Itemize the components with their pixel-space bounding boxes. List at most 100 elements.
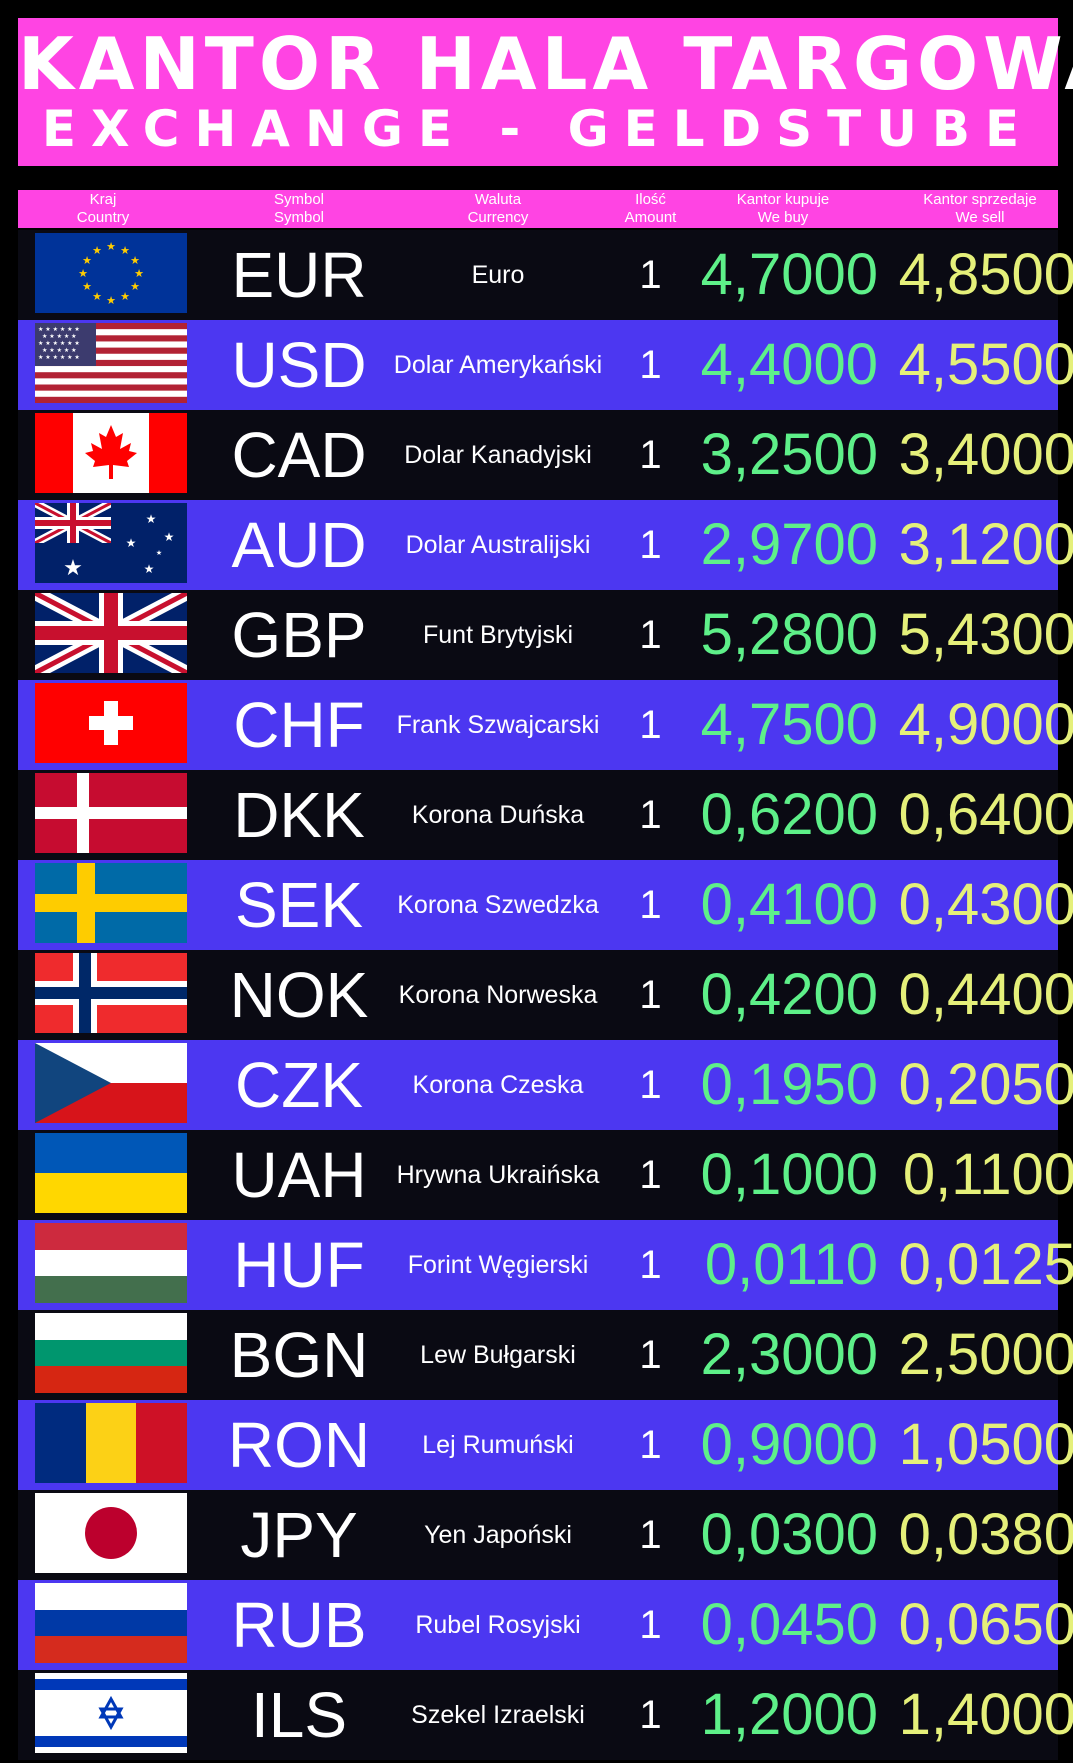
currency-amount: 1: [639, 433, 662, 477]
bg-flag-icon: [35, 1313, 187, 1393]
currency-amount: 1: [639, 613, 662, 657]
currency-amount: 1: [639, 343, 662, 387]
ca-flag-icon: [35, 413, 187, 493]
col-country: Kraj Country: [18, 191, 188, 227]
col-buy-pl: Kantor kupuje: [736, 191, 830, 208]
currency-symbol: SEK: [234, 869, 364, 941]
table-header: Kraj Country Symbol Symbol Waluta Curren…: [18, 190, 1058, 228]
currency-name: Forint Węgierski: [407, 1251, 589, 1279]
currency-symbol: NOK: [229, 959, 369, 1031]
currency-name: Dolar Amerykański: [393, 351, 603, 379]
page-title: KANTOR HALA TARGOWA: [18, 22, 1073, 106]
table-row: ILS Szekel Izraelski 1 1,2000 1,4000: [18, 1670, 1073, 1760]
buy-rate: 0,0450: [700, 1592, 878, 1657]
currency-name: Euro: [471, 261, 525, 289]
currency-symbol: BGN: [229, 1319, 369, 1391]
currency-name: Dolar Australijski: [405, 531, 591, 559]
eu-flag-icon: ★ ★ ★ ★ ★ ★ ★ ★ ★ ★ ★ ★: [35, 233, 187, 313]
rates-table: ★ ★ ★ ★ ★ ★ ★ ★ ★ ★ ★ ★ EUR Euro 1 4,7000 4,8500: [18, 230, 1073, 1760]
currency-amount: 1: [639, 1153, 662, 1197]
table-row: NOK Korona Norweska 1 0,4200 0,4400: [18, 950, 1073, 1040]
sell-rate: 4,5500: [898, 332, 1073, 397]
col-amount-pl: Ilość: [635, 191, 666, 208]
dk-flag-icon: [35, 773, 187, 853]
sell-rate: 3,1200: [898, 512, 1073, 577]
buy-rate: 3,2500: [700, 422, 878, 487]
currency-symbol: CZK: [235, 1049, 363, 1121]
currency-symbol: USD: [231, 329, 367, 401]
se-flag-icon: [35, 863, 187, 943]
currency-name: Yen Japoński: [424, 1521, 572, 1549]
table-row: GBP Funt Brytyjski 1 5,2800 5,4300: [18, 590, 1073, 680]
table-row: CHF Frank Szwajcarski 1 4,7500 4,9000: [18, 680, 1073, 770]
currency-amount: 1: [639, 253, 662, 297]
currency-amount: 1: [639, 1603, 662, 1647]
table-row: HUF Forint Węgierski 1 0,0110 0,0125: [18, 1220, 1073, 1310]
currency-amount: 1: [639, 523, 662, 567]
buy-rate: 1,2000: [700, 1682, 878, 1747]
currency-symbol: EUR: [231, 239, 367, 311]
col-sell-en: We sell: [955, 209, 1005, 226]
currency-amount: 1: [639, 1423, 662, 1467]
sell-rate: 0,6400: [898, 782, 1073, 847]
buy-rate: 5,2800: [700, 602, 878, 667]
svg-text:★: ★: [164, 530, 175, 544]
table-row: ★ ★ ★ ★ ★ ★ AUD Dolar Australijski 1 2,9…: [18, 500, 1073, 590]
svg-text:★ ★ ★ ★ ★ ★: ★ ★ ★ ★ ★ ★: [38, 354, 80, 361]
ch-flag-icon: [35, 683, 187, 763]
currency-symbol: AUD: [231, 509, 367, 581]
currency-amount: 1: [639, 1243, 662, 1287]
col-amount-en: Amount: [624, 209, 677, 226]
sell-rate: 1,4000: [898, 1682, 1073, 1747]
svg-text:★: ★: [144, 562, 155, 576]
cz-flag-icon: [35, 1043, 187, 1123]
buy-rate: 4,7000: [700, 242, 878, 307]
currency-name: Korona Norweska: [398, 981, 598, 1009]
sell-rate: 0,0380: [898, 1502, 1073, 1567]
us-flag-icon: ★ ★ ★ ★ ★ ★ ★ ★ ★ ★ ★ ★ ★ ★ ★ ★ ★ ★ ★ ★ ★ …: [35, 323, 187, 403]
currency-name: Hrywna Ukraińska: [396, 1161, 600, 1189]
sell-rate: 2,5000: [898, 1322, 1073, 1387]
currency-symbol: ILS: [250, 1679, 348, 1751]
svg-text:★: ★: [126, 536, 137, 550]
ua-flag-icon: [35, 1133, 187, 1213]
il-flag-icon: [35, 1673, 187, 1753]
buy-rate: 4,7500: [700, 692, 878, 757]
col-buy-en: We buy: [757, 209, 809, 226]
table-row: ★ ★ ★ ★ ★ ★ ★ ★ ★ ★ ★ ★ ★ ★ ★ ★ ★ ★ ★ ★ ★ …: [18, 320, 1073, 410]
svg-text:★: ★: [92, 244, 102, 257]
table-row: UAH Hrywna Ukraińska 1 0,1000 0,1100: [18, 1130, 1073, 1220]
svg-text:★ ★ ★ ★ ★: ★ ★ ★ ★ ★: [42, 347, 77, 354]
currency-name: Frank Szwajcarski: [396, 711, 600, 739]
ru-flag-icon: [35, 1583, 187, 1663]
sell-rate: 4,8500: [898, 242, 1073, 307]
buy-rate: 0,4200: [700, 962, 878, 1027]
svg-text:★: ★: [63, 556, 83, 581]
table-row: SEK Korona Szwedzka 1 0,4100 0,4300: [18, 860, 1073, 950]
currency-symbol: DKK: [233, 779, 365, 851]
buy-rate: 0,0300: [700, 1502, 878, 1567]
currency-symbol: UAH: [231, 1139, 367, 1211]
hu-flag-icon: [35, 1223, 187, 1303]
jp-flag-icon: [35, 1493, 187, 1573]
currency-amount: 1: [639, 1063, 662, 1107]
buy-rate: 4,4000: [700, 332, 878, 397]
buy-rate: 0,1000: [700, 1142, 878, 1207]
currency-name: Szekel Izraelski: [411, 1701, 585, 1729]
sell-rate: 0,4400: [898, 962, 1073, 1027]
sell-rate: 4,9000: [898, 692, 1073, 757]
buy-rate: 2,9700: [700, 512, 878, 577]
currency-name: Lew Bułgarski: [420, 1341, 576, 1369]
currency-symbol: HUF: [233, 1229, 365, 1301]
title-banner: KANTOR HALA TARGOWA EXCHANGE - GELDSTUBE: [18, 18, 1073, 166]
table-row: CZK Korona Czeska 1 0,1950 0,2050: [18, 1040, 1073, 1130]
sell-rate: 0,2050: [898, 1052, 1073, 1117]
table-row: CAD Dolar Kanadyjski 1 3,2500 3,4000: [18, 410, 1073, 500]
sell-rate: 0,0125: [898, 1232, 1073, 1297]
currency-name: Korona Czeska: [412, 1071, 584, 1099]
ro-flag-icon: [35, 1403, 187, 1483]
svg-text:★: ★: [92, 290, 102, 303]
col-currency-pl: Waluta: [474, 191, 522, 208]
currency-name: Korona Duńska: [411, 801, 585, 829]
col-country-en: Country: [76, 209, 130, 226]
